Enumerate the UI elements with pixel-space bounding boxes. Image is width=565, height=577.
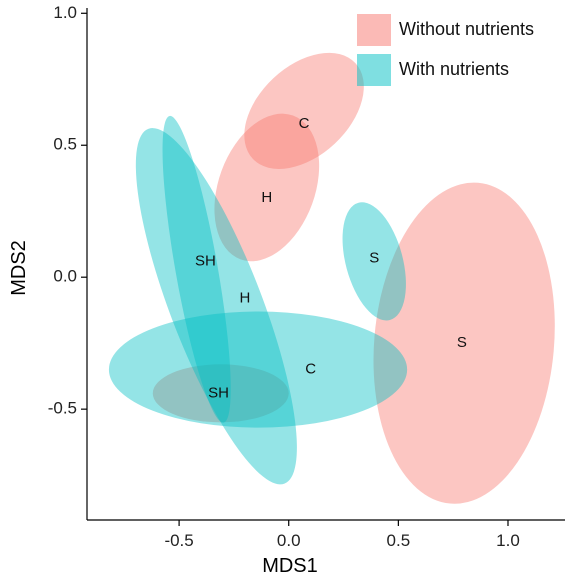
ellipses-layer [108,52,555,504]
ellipse-with-nutrients-c [108,311,408,428]
ellipse-labels: C H S SH S SH H C [195,115,467,401]
legend-label: With nutrients [399,59,509,79]
ellipse-without-nutrients-s [373,182,555,504]
ellipse-label-6: H [239,289,250,306]
x-axis-title: MDS1 [262,555,318,577]
y-tick-label: -0.5 [48,399,77,418]
legend-key [357,14,391,46]
axes: -0.5 0.0 0.5 1.0 -0.5 0.0 0.5 1.0 [48,3,565,550]
legend-label: Without nutrients [399,19,534,39]
ellipse-label-3: SH [208,384,229,401]
ellipse-label-4: S [369,250,379,267]
ellipse-label-1: H [261,189,272,206]
ellipse-with-nutrients-s [342,202,406,321]
legend-key [357,54,391,86]
ellipse-with-nutrients-h [162,115,231,423]
y-tick-label: 1.0 [53,3,77,22]
y-tick-label: 0.5 [53,135,77,154]
ellipse-without-nutrients-h [214,113,320,262]
ellipse-label-7: C [305,361,316,378]
legend: Without nutrients With nutrients [357,14,534,86]
ellipse-label-0: C [299,115,310,132]
x-tick-label: -0.5 [164,531,193,550]
ellipse-label-2: S [457,334,467,351]
x-tick-label: 0.0 [277,531,301,550]
ellipse-with-nutrients-sh [135,128,297,485]
x-tick-label: 0.5 [387,531,411,550]
y-tick-label: 0.0 [53,267,77,286]
x-tick-label: 1.0 [496,531,520,550]
y-axis-title: MDS2 [8,240,30,296]
ellipse-label-5: SH [195,252,216,269]
ellipse-without-nutrients-c [244,52,364,169]
ellipse-without-nutrients-sh [152,364,289,423]
